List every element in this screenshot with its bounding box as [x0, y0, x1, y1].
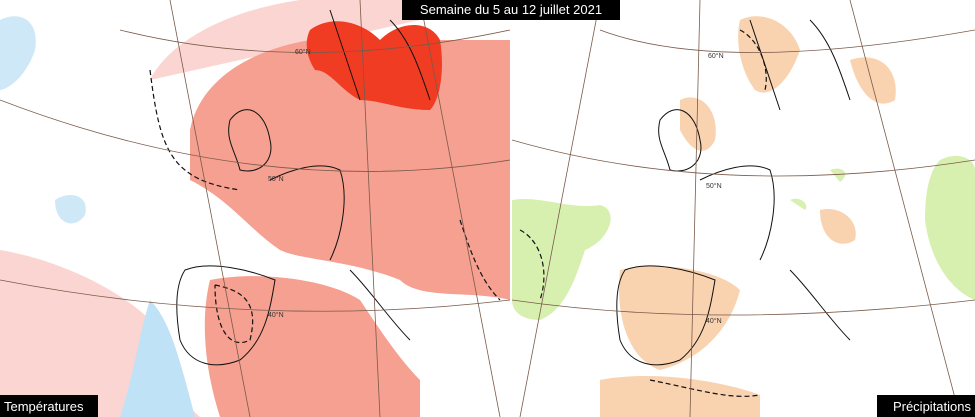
dry-area	[680, 97, 716, 151]
latitude-label: 40°N	[706, 317, 722, 325]
anomaly-contour	[519, 29, 767, 397]
meridian-line	[519, 0, 961, 417]
latitude-line	[119, 29, 510, 53]
dry-area	[600, 375, 760, 417]
cool-area	[0, 16, 36, 90]
dry-area	[850, 57, 896, 104]
title-box	[402, 0, 620, 20]
latitude-label: 50°N	[706, 182, 722, 190]
label-box	[0, 395, 98, 417]
wet-area	[512, 198, 611, 320]
coastline	[176, 9, 431, 366]
panel-label: Précipitations	[893, 399, 972, 414]
latitude-line	[0, 99, 510, 172]
latitude-label: 40°N	[268, 311, 284, 319]
dry-area	[738, 16, 800, 93]
latitude-line	[0, 279, 510, 312]
anomaly-contour	[149, 69, 501, 344]
panel-label: Températures	[4, 399, 84, 414]
latitude-label: 50°N	[268, 175, 284, 183]
warm-area-south	[204, 276, 420, 417]
latitude-line	[599, 29, 975, 53]
dry-area	[820, 209, 856, 244]
temperature-panel: 60°N 50°N 40°N	[0, 0, 510, 417]
latitude-line	[512, 139, 975, 177]
cool-area	[120, 300, 195, 417]
label-box	[877, 395, 975, 417]
precipitation-panel: 60°N 50°N 40°N	[512, 0, 975, 417]
strong-warm-area	[306, 21, 442, 110]
wet-area	[790, 168, 846, 210]
wet-area	[925, 155, 975, 300]
title: Semaine du 5 au 12 juillet 2021	[420, 2, 602, 17]
weak-warm-area-west	[0, 250, 150, 417]
latitude-label: 60°N	[295, 48, 311, 56]
dry-area	[619, 266, 740, 370]
latitude-label: 60°N	[708, 52, 724, 60]
cool-area	[55, 195, 86, 224]
meridian-line	[169, 0, 501, 417]
panel-divider	[510, 0, 512, 417]
latitude-line	[512, 299, 975, 316]
